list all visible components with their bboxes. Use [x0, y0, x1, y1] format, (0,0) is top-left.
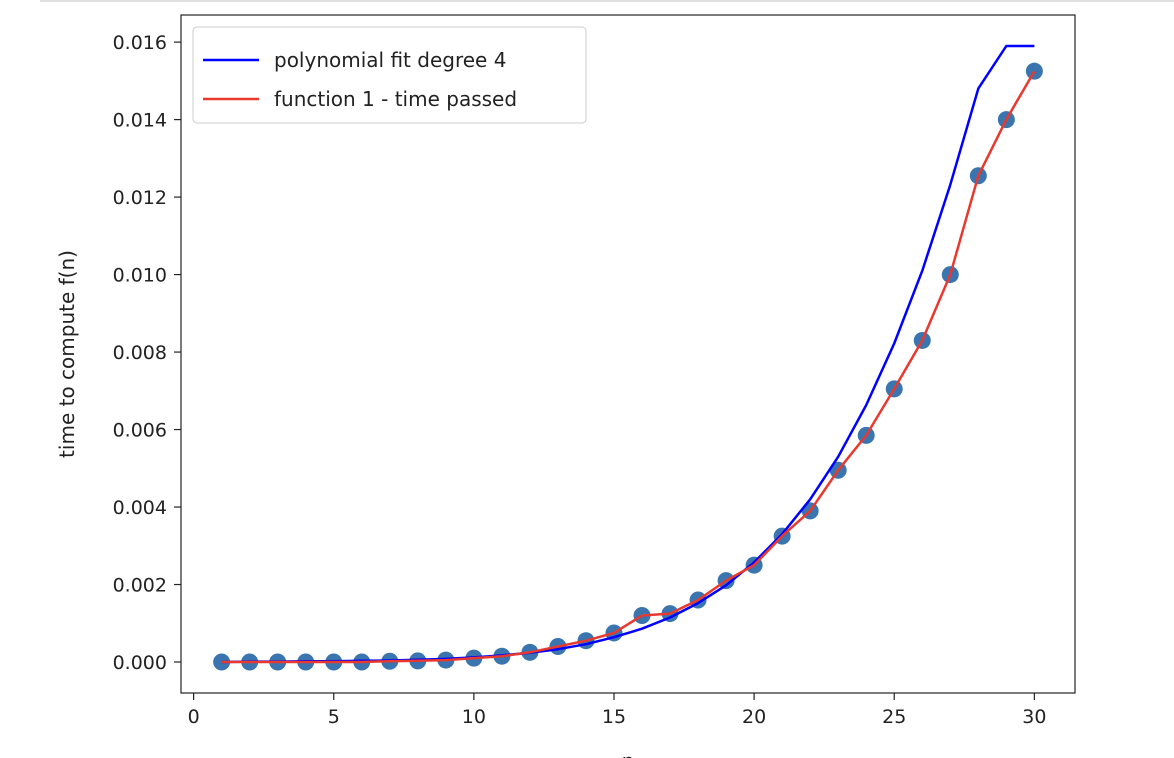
y-tick-label: 0.008 — [113, 342, 167, 364]
x-tick-label: 30 — [1022, 706, 1046, 728]
x-tick-label: 25 — [882, 706, 906, 728]
y-tick-label: 0.014 — [113, 110, 167, 132]
y-tick-label: 0.002 — [113, 575, 167, 597]
y-axis-label: time to compute f(n) — [55, 250, 79, 458]
legend: polynomial fit degree 4 function 1 - tim… — [192, 26, 587, 124]
y-tick-label: 0.004 — [113, 497, 167, 519]
x-tick-label: 10 — [462, 706, 486, 728]
y-tick-label: 0.016 — [113, 32, 167, 54]
y-tick-label: 0.006 — [113, 420, 167, 442]
y-tick-label: 0.012 — [113, 187, 167, 209]
data-point — [1025, 62, 1043, 80]
legend-label-function: function 1 - time passed — [274, 87, 517, 111]
plot-frame — [180, 14, 1076, 694]
function-time-line — [221, 70, 1036, 664]
y-tick-label: 0.010 — [113, 265, 167, 287]
series-layer — [221, 44, 1036, 664]
x-tick-label: 20 — [742, 706, 766, 728]
y-tick-label: 0.000 — [113, 652, 167, 674]
y-axis-ticks: 0.000 0.002 0.004 0.006 0.008 0.010 0.012 0.014… — [113, 32, 181, 674]
cell-top-border — [40, 0, 1174, 2]
legend-label-polynomial: polynomial fit degree 4 — [274, 48, 506, 72]
legend-box — [192, 26, 587, 124]
x-tick-label: 5 — [328, 706, 340, 728]
x-tick-label: 0 — [188, 706, 200, 728]
plot-area — [181, 15, 1075, 693]
x-axis-ticks: 0 5 10 15 20 25 30 — [188, 693, 1046, 728]
x-tick-label: 15 — [602, 706, 626, 728]
x-axis-label: n — [622, 749, 635, 758]
